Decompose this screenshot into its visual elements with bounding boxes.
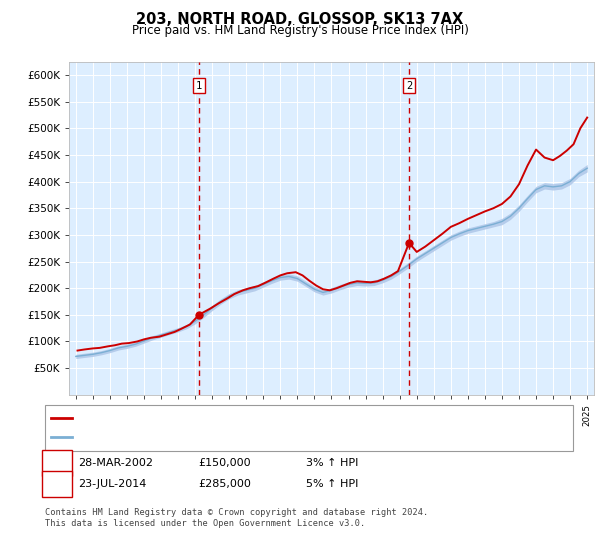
Text: 203, NORTH ROAD, GLOSSOP, SK13 7AX (detached house): 203, NORTH ROAD, GLOSSOP, SK13 7AX (deta… — [76, 413, 381, 423]
Text: £150,000: £150,000 — [198, 458, 251, 468]
Text: Contains HM Land Registry data © Crown copyright and database right 2024.
This d: Contains HM Land Registry data © Crown c… — [45, 508, 428, 528]
Text: £285,000: £285,000 — [198, 479, 251, 489]
Text: 1: 1 — [53, 458, 61, 468]
Text: 3% ↑ HPI: 3% ↑ HPI — [306, 458, 358, 468]
Text: 2: 2 — [406, 81, 412, 91]
Text: 28-MAR-2002: 28-MAR-2002 — [78, 458, 153, 468]
Text: 5% ↑ HPI: 5% ↑ HPI — [306, 479, 358, 489]
Text: 23-JUL-2014: 23-JUL-2014 — [78, 479, 146, 489]
Text: 203, NORTH ROAD, GLOSSOP, SK13 7AX: 203, NORTH ROAD, GLOSSOP, SK13 7AX — [136, 12, 464, 27]
Text: Price paid vs. HM Land Registry's House Price Index (HPI): Price paid vs. HM Land Registry's House … — [131, 24, 469, 37]
Text: HPI: Average price, detached house, High Peak: HPI: Average price, detached house, High… — [76, 432, 321, 442]
Text: 1: 1 — [196, 81, 202, 91]
Text: 2: 2 — [53, 479, 61, 489]
